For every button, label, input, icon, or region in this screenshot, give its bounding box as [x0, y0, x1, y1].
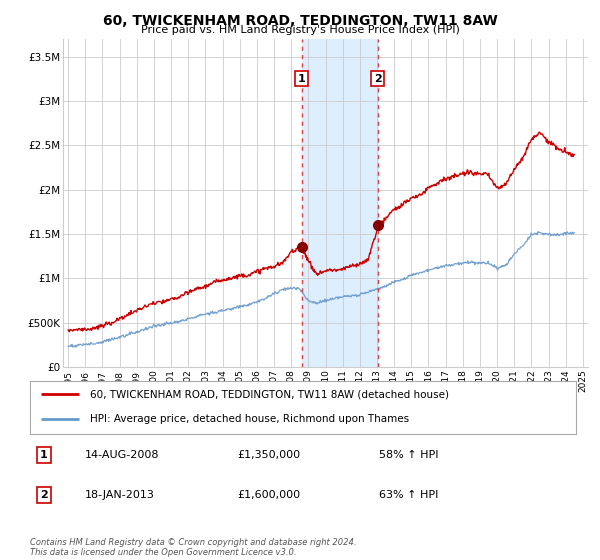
- Text: Price paid vs. HM Land Registry's House Price Index (HPI): Price paid vs. HM Land Registry's House …: [140, 25, 460, 35]
- Bar: [302, 39, 378, 367]
- Text: 63% ↑ HPI: 63% ↑ HPI: [379, 490, 439, 500]
- Text: 1: 1: [298, 73, 305, 83]
- Text: 60, TWICKENHAM ROAD, TEDDINGTON, TW11 8AW: 60, TWICKENHAM ROAD, TEDDINGTON, TW11 8A…: [103, 14, 497, 28]
- Text: 58% ↑ HPI: 58% ↑ HPI: [379, 450, 439, 460]
- Text: 2: 2: [374, 73, 382, 83]
- Text: HPI: Average price, detached house, Richmond upon Thames: HPI: Average price, detached house, Rich…: [90, 414, 409, 424]
- Text: 14-AUG-2008: 14-AUG-2008: [85, 450, 159, 460]
- Text: £1,600,000: £1,600,000: [238, 490, 301, 500]
- Text: 2: 2: [40, 490, 47, 500]
- Text: 1: 1: [40, 450, 47, 460]
- Text: 18-JAN-2013: 18-JAN-2013: [85, 490, 154, 500]
- Text: Contains HM Land Registry data © Crown copyright and database right 2024.
This d: Contains HM Land Registry data © Crown c…: [30, 538, 356, 557]
- Text: £1,350,000: £1,350,000: [238, 450, 301, 460]
- Text: 60, TWICKENHAM ROAD, TEDDINGTON, TW11 8AW (detached house): 60, TWICKENHAM ROAD, TEDDINGTON, TW11 8A…: [90, 389, 449, 399]
